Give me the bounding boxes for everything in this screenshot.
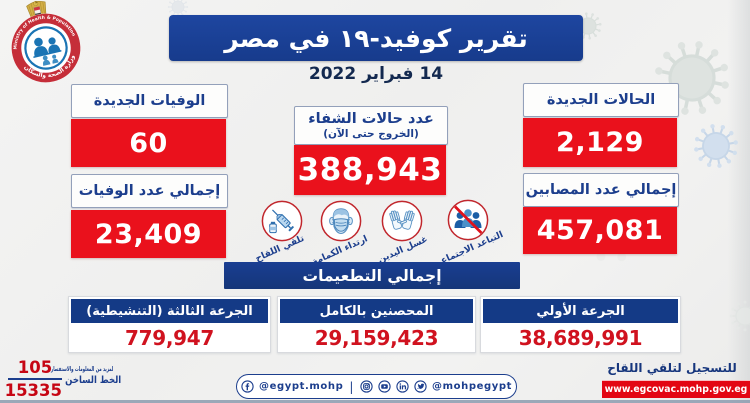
instagram-icon[interactable] bbox=[360, 380, 373, 393]
total-cases-label-text: إجمالي عدد المصابين bbox=[525, 181, 677, 198]
new-deaths-label-text: الوفيات الجديدة bbox=[93, 92, 206, 109]
hotline-info: لمزيد من المعلومات والاستفسار bbox=[50, 365, 114, 373]
new-cases-label-text: الحالات الجديدة bbox=[546, 91, 656, 108]
first-dose-card: الجرعة الأولي 38,689,991 bbox=[480, 296, 681, 353]
vaccine-registration-url[interactable]: www.egcovac.mohp.gov.eg bbox=[602, 380, 750, 398]
vaccine-registration-label: للتسجيل لتلقي اللقاح bbox=[607, 361, 737, 375]
total-deaths-value: 23,409 bbox=[71, 210, 226, 258]
new-deaths-label: الوفيات الجديدة bbox=[71, 84, 228, 118]
fully-vaccinated-card: المحصنين بالكامل 29,159,423 bbox=[277, 296, 476, 353]
new-cases-value: 2,129 bbox=[523, 118, 677, 167]
third-dose-value: 779,947 bbox=[125, 325, 214, 350]
recoveries-value: 388,943 bbox=[294, 145, 446, 195]
third-dose-card: الجرعة الثالثة (التنشيطية) 779,947 bbox=[68, 296, 271, 353]
social-divider: | bbox=[349, 379, 355, 394]
hotline-numbers: 105 15335 bbox=[4, 359, 62, 400]
total-cases-value: 457,081 bbox=[523, 207, 677, 254]
report-date: 14 فبراير 2022 bbox=[308, 64, 444, 84]
hotline-text: لمزيد من المعلومات والاستفسار الخط الساخ… bbox=[50, 365, 126, 386]
social-distancing-icon bbox=[447, 199, 489, 241]
report-title-banner: تقرير كوفيد-١٩ في مصر bbox=[169, 15, 583, 61]
recoveries-sublabel-text: (الخروج حتى الآن) bbox=[323, 128, 419, 141]
total-deaths-label-text: إجمالي عدد الوفيات bbox=[78, 182, 221, 199]
fully-vaccinated-value: 29,159,423 bbox=[314, 325, 439, 350]
total-cases-number: 457,081 bbox=[536, 215, 664, 246]
total-cases-label: إجمالي عدد المصابين bbox=[523, 173, 679, 207]
recoveries-number: 388,943 bbox=[297, 152, 443, 188]
total-deaths-number: 23,409 bbox=[94, 218, 203, 250]
total-deaths-label: إجمالي عدد الوفيات bbox=[71, 174, 228, 208]
report-title: تقرير كوفيد-١٩ في مصر bbox=[224, 23, 528, 53]
facebook-icon[interactable] bbox=[241, 380, 254, 393]
vaccinations-banner-text: إجمالي التطعيمات bbox=[302, 266, 442, 285]
face-mask-icon bbox=[320, 200, 362, 242]
ministry-of-health-logo: Ministry of Health & Population وزارة ال… bbox=[7, 0, 81, 85]
social-media-bar: @egypt.mohp | @mohpegypt bbox=[236, 374, 517, 399]
recoveries-label: عدد حالات الشفاء (الخروج حتى الآن) bbox=[294, 106, 448, 145]
first-dose-label: الجرعة الأولي bbox=[483, 299, 678, 323]
third-dose-label: الجرعة الثالثة (التنشيطية) bbox=[71, 299, 268, 323]
facebook-handle[interactable]: @egypt.mohp bbox=[259, 381, 344, 392]
vaccine-syringe-icon bbox=[261, 200, 303, 242]
vaccinations-banner: إجمالي التطعيمات bbox=[224, 262, 520, 289]
new-cases-number: 2,129 bbox=[556, 127, 644, 158]
hotline-15335: 15335 bbox=[4, 381, 62, 400]
family-figures bbox=[33, 37, 62, 66]
hotline-105: 105 bbox=[8, 359, 62, 380]
linkedin-icon[interactable] bbox=[396, 380, 409, 393]
hotline-label: الخط الساخن bbox=[65, 375, 122, 386]
new-deaths-value: 60 bbox=[71, 119, 226, 167]
new-deaths-number: 60 bbox=[129, 127, 168, 159]
twitter-icon[interactable] bbox=[414, 380, 427, 393]
fully-vaccinated-label: المحصنين بالكامل bbox=[280, 299, 473, 323]
recoveries-label-text: عدد حالات الشفاء bbox=[308, 110, 434, 127]
hand-washing-icon bbox=[381, 200, 423, 242]
other-socials-handle[interactable]: @mohpegypt bbox=[432, 381, 512, 392]
first-dose-value: 38,689,991 bbox=[518, 325, 643, 350]
youtube-icon[interactable] bbox=[378, 380, 391, 393]
new-cases-label: الحالات الجديدة bbox=[523, 83, 679, 117]
